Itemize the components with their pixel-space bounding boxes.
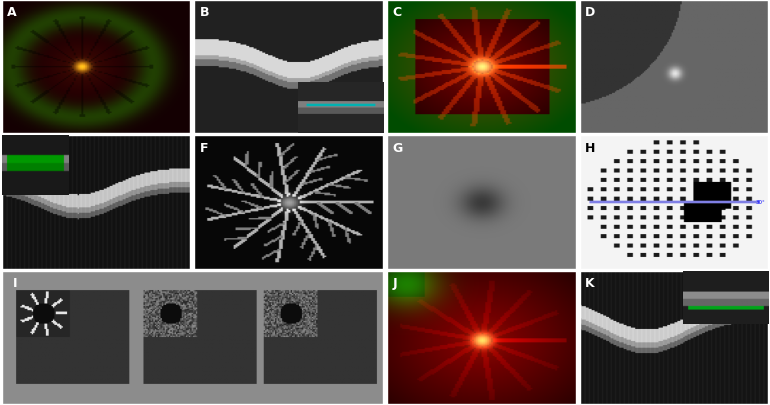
Text: H: H: [585, 141, 596, 154]
Text: 30°: 30°: [755, 200, 765, 205]
Text: D: D: [585, 6, 595, 19]
Text: G: G: [393, 141, 403, 154]
Text: K: K: [585, 277, 595, 290]
Text: B: B: [200, 6, 209, 19]
Text: C: C: [393, 6, 402, 19]
Text: A: A: [7, 6, 17, 19]
Text: F: F: [200, 141, 209, 154]
Text: J: J: [393, 277, 397, 290]
Text: I: I: [13, 277, 18, 290]
Text: E: E: [7, 141, 15, 154]
